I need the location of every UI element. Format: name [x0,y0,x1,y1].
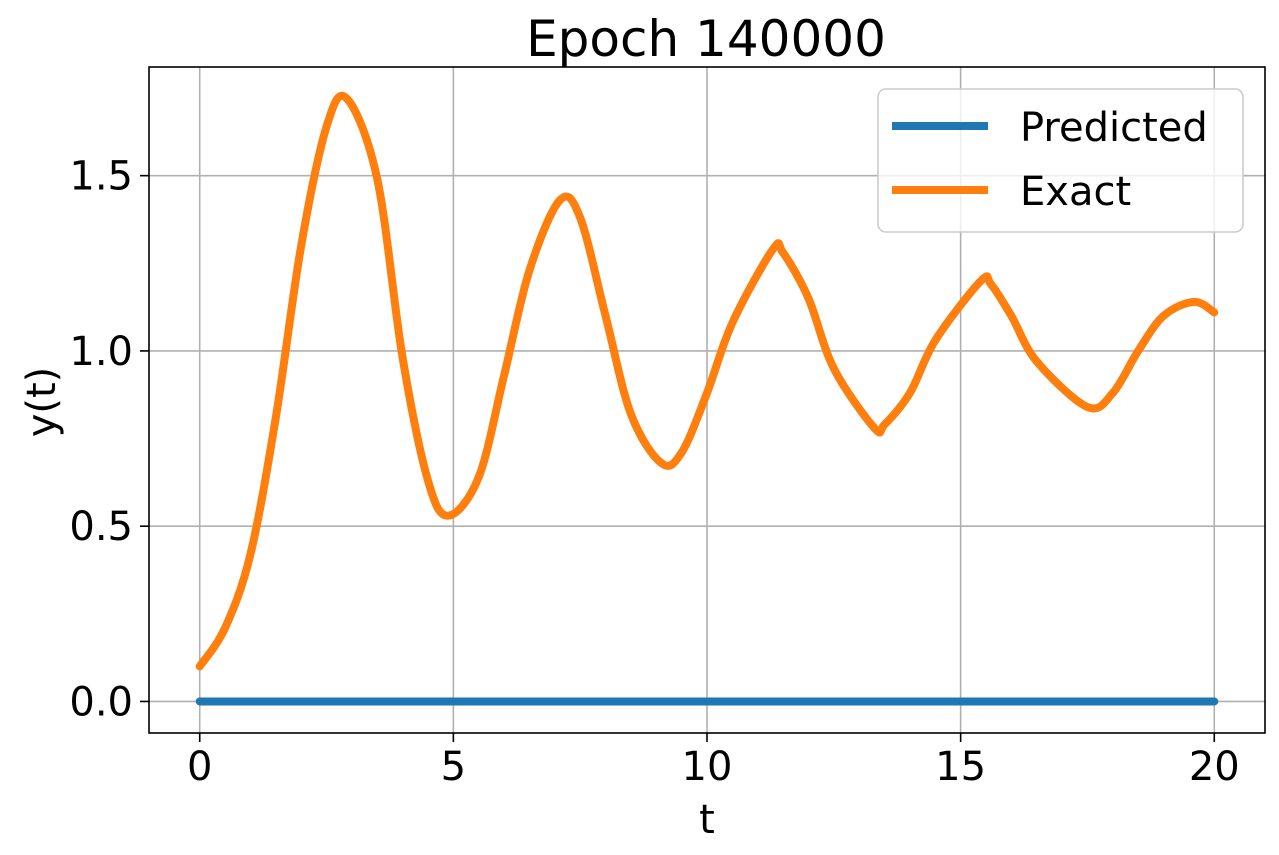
x-axis-label: t [699,797,715,843]
series-layer [195,91,1219,706]
legend-label-predicted: Predicted [1020,105,1208,151]
ticks: 0 5 10 15 20 0.0 0.5 1.0 1.5 [69,154,1239,790]
x-tick-label: 0 [187,744,212,790]
y-axis-label: y(t) [19,367,65,438]
x-tick-label: 20 [1189,744,1240,790]
y-tick-label: 1.5 [69,154,133,200]
x-tick-label: 5 [441,744,466,790]
y-tick-label: 0.5 [69,504,133,550]
y-tick-label: 0.0 [69,679,133,725]
x-tick-label: 10 [682,744,733,790]
series-line-exact [195,91,1219,671]
x-tick-label: 15 [935,744,986,790]
chart-title: Epoch 140000 [526,10,886,68]
y-tick-label: 1.0 [69,329,133,375]
legend-label-exact: Exact [1020,169,1131,215]
legend: Predicted Exact [877,88,1244,233]
